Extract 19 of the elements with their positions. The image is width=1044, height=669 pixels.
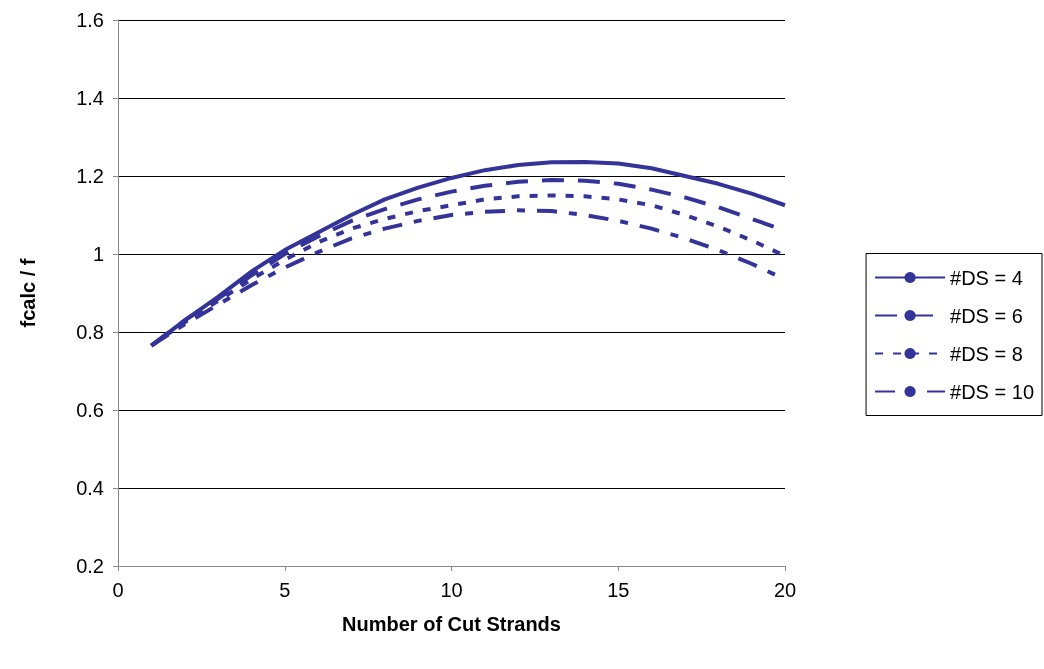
legend-label: #DS = 8: [950, 342, 1023, 365]
x-axis-title: Number of Cut Strands: [342, 613, 561, 635]
x-tick-label: 10: [440, 579, 463, 601]
y-tick-label: 1: [92, 243, 104, 265]
x-tick-label: 20: [773, 579, 797, 601]
x-tick-label: 5: [279, 579, 291, 601]
y-tick-label: 1.6: [76, 9, 104, 31]
y-tick-label: 1.4: [76, 87, 104, 109]
y-tick-label: 0.4: [76, 477, 104, 499]
y-tick-label: 0.2: [76, 555, 104, 577]
legend-label: #DS = 10: [950, 380, 1035, 403]
y-tick-label: 1.2: [76, 165, 104, 187]
x-tick-label: 15: [607, 579, 630, 601]
y-tick-label: 0.8: [76, 321, 104, 343]
legend-label: #DS = 4: [950, 266, 1023, 289]
y-tick-label: 0.6: [76, 399, 104, 421]
y-axis-title: fcalc / f: [17, 258, 39, 328]
legend-label: #DS = 6: [950, 304, 1023, 327]
x-tick-label: 0: [112, 579, 124, 601]
